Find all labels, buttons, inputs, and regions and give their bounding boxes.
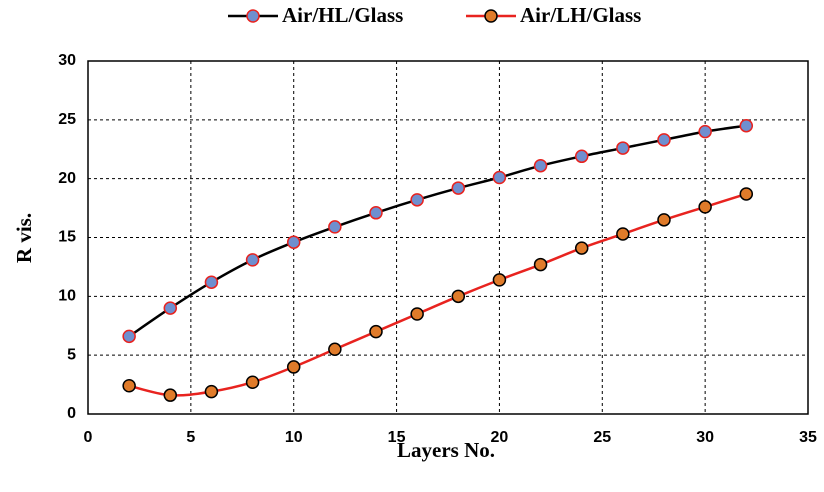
data-point bbox=[328, 220, 342, 234]
data-point bbox=[286, 235, 301, 249]
data-point bbox=[739, 187, 754, 201]
data-point bbox=[122, 379, 136, 393]
data-point bbox=[616, 227, 630, 241]
y-axis-title: R vis. bbox=[12, 213, 36, 263]
y-tick-label: 5 bbox=[67, 346, 76, 363]
y-tick-label: 10 bbox=[58, 288, 76, 305]
y-tick-label: 0 bbox=[67, 405, 76, 422]
legend-marker bbox=[484, 9, 498, 23]
x-axis-title: Layers No. bbox=[397, 438, 495, 462]
x-tick-label: 10 bbox=[285, 429, 303, 446]
legend-label: Air/LH/Glass bbox=[520, 3, 641, 27]
x-tick-label: 15 bbox=[388, 429, 406, 446]
data-point bbox=[533, 257, 548, 272]
data-point bbox=[739, 118, 754, 133]
data-point bbox=[616, 141, 630, 155]
data-point bbox=[369, 324, 383, 339]
data-point bbox=[657, 213, 671, 227]
data-point bbox=[492, 273, 507, 287]
data-point bbox=[698, 124, 712, 139]
y-tick-label: 20 bbox=[58, 170, 76, 187]
x-tick-label: 30 bbox=[696, 429, 714, 446]
y-tick-label: 15 bbox=[58, 229, 76, 246]
data-point bbox=[245, 253, 260, 267]
x-tick-label: 35 bbox=[799, 429, 817, 446]
data-point bbox=[245, 375, 260, 389]
data-point bbox=[451, 181, 466, 195]
plot-frame bbox=[87, 60, 809, 415]
x-tick-label: 25 bbox=[593, 429, 611, 446]
data-point bbox=[122, 329, 136, 344]
data-point bbox=[163, 388, 178, 402]
data-point bbox=[574, 241, 589, 255]
data-point bbox=[574, 149, 589, 164]
data-point bbox=[286, 360, 301, 374]
data-point bbox=[369, 206, 383, 220]
legend-label: Air/HL/Glass bbox=[282, 3, 403, 27]
legend-marker bbox=[246, 9, 260, 23]
x-tick-label: 5 bbox=[186, 429, 195, 446]
data-point bbox=[698, 200, 712, 214]
y-tick-label: 30 bbox=[58, 52, 76, 69]
series-line bbox=[128, 192, 747, 397]
data-point bbox=[163, 301, 178, 315]
data-point bbox=[328, 342, 342, 357]
y-tick-label: 25 bbox=[58, 111, 76, 128]
data-point bbox=[533, 158, 548, 173]
data-point bbox=[410, 307, 424, 321]
data-point bbox=[204, 275, 219, 289]
data-point bbox=[492, 170, 507, 185]
x-tick-label: 0 bbox=[84, 429, 93, 446]
x-tick-label: 20 bbox=[491, 429, 509, 446]
data-point bbox=[451, 289, 466, 304]
data-point bbox=[410, 193, 424, 207]
series-line bbox=[128, 124, 747, 338]
data-point bbox=[657, 133, 671, 147]
data-point bbox=[204, 384, 219, 399]
